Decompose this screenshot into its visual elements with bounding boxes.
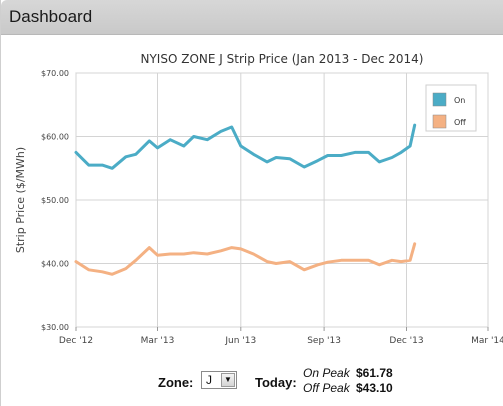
today-label: Today: [255, 375, 297, 390]
x-tick-label: Jun '13 [224, 336, 256, 346]
chart-title: NYISO ZONE J Strip Price (Jan 2013 - Dec… [141, 52, 424, 66]
window-title: Dashboard [9, 7, 93, 26]
y-tick-label: $60.00 [41, 133, 69, 142]
on-peak-label: On Peak [303, 366, 350, 380]
on-peak-value: $61.78 [356, 366, 393, 380]
on-peak-row: On Peak $61.78 [303, 366, 393, 380]
y-axis-label: Strip Price ($/MWh) [14, 147, 27, 253]
y-tick-label: $30.00 [41, 323, 69, 332]
zone-select[interactable]: J ▼ [201, 371, 237, 389]
zone-select-value: J [206, 373, 212, 387]
series-line-off [74, 242, 417, 276]
legend-label-off: Off [454, 118, 466, 127]
x-tick-label: Dec '12 [59, 336, 93, 346]
off-peak-label: Off Peak [303, 381, 350, 395]
chart-svg: NYISO ZONE J Strip Price (Jan 2013 - Dec… [14, 52, 503, 346]
legend-swatch-off [432, 114, 447, 129]
y-tick-label: $50.00 [41, 196, 69, 205]
footer-panel: Zone: J ▼ Today: On Peak $61.78 Off Peak… [1, 362, 503, 406]
zone-label: Zone: [158, 375, 194, 390]
x-tick-label: Mar '13 [141, 336, 175, 346]
strip-price-chart: NYISO ZONE J Strip Price (Jan 2013 - Dec… [1, 40, 503, 360]
series-line-on [74, 123, 417, 170]
off-peak-value: $43.10 [356, 381, 393, 395]
chevron-down-icon[interactable]: ▼ [221, 373, 235, 387]
title-bar: Dashboard [1, 0, 503, 35]
x-tick-label: Dec '13 [389, 336, 423, 346]
off-peak-row: Off Peak $43.10 [303, 381, 393, 395]
legend-label-on: On [454, 96, 465, 105]
y-tick-label: $70.00 [41, 69, 69, 78]
x-tick-label: Sep '13 [307, 336, 341, 346]
y-tick-label: $40.00 [41, 260, 69, 269]
x-tick-label: Mar '14 [471, 336, 503, 346]
legend-swatch-on [432, 92, 447, 107]
